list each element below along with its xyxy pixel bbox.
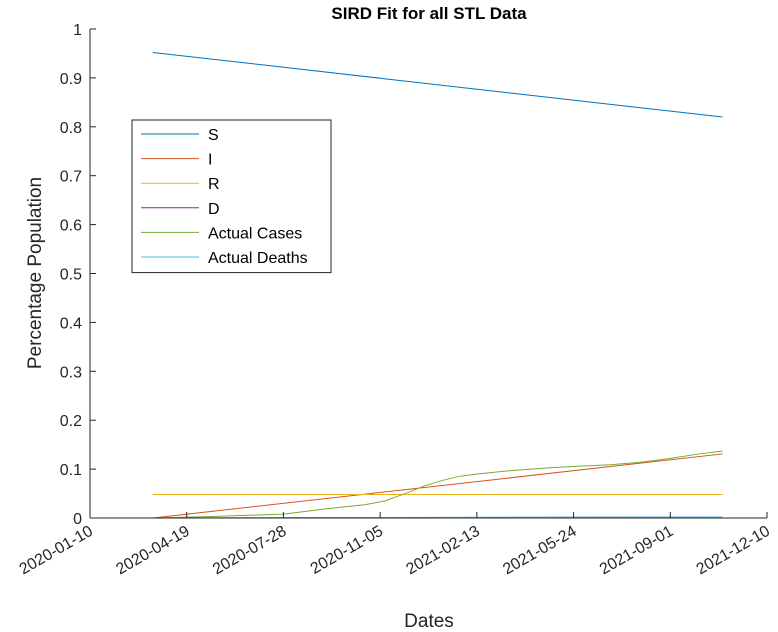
y-tick-label: 0.2	[60, 413, 82, 430]
series-line-i	[152, 453, 723, 519]
x-tick-label: 2021-09-01	[597, 523, 676, 579]
legend-label: R	[208, 176, 220, 193]
legend-label: S	[208, 127, 219, 144]
legend-box	[131, 119, 332, 274]
x-tick-label: 2020-11-05	[308, 523, 386, 578]
y-tick-label: 0.3	[60, 364, 82, 381]
x-tick-label: 2021-05-24	[500, 523, 579, 579]
x-tick-label: 2020-01-10	[17, 523, 96, 579]
y-tick-label: 0.5	[60, 267, 82, 284]
y-tick-label: 0	[73, 511, 82, 528]
y-tick-label: 0.1	[60, 462, 82, 479]
y-tick-label: 0.8	[60, 120, 82, 137]
x-axis-label: Dates	[404, 611, 454, 632]
legend-label: I	[208, 152, 212, 169]
x-tick-label: 2021-02-13	[403, 523, 482, 579]
y-axis-label: Percentage Population	[25, 177, 46, 369]
y-tick-label: 0.9	[60, 71, 82, 88]
y-tick-label: 0.7	[60, 169, 82, 186]
x-tick-label: 2020-07-28	[210, 523, 289, 579]
y-tick-label: 0.6	[60, 218, 82, 235]
chart-title: SIRD Fit for all STL Data	[331, 4, 527, 23]
plot-area	[90, 29, 767, 518]
legend-label: Actual Cases	[208, 225, 302, 242]
series-line-actual-cases	[152, 450, 723, 519]
legend: SIRD Actual Cases Actual Deaths	[131, 119, 332, 274]
y-tick-label: 0.4	[60, 315, 82, 332]
series-line-s	[152, 51, 723, 118]
y-tick-label: 1	[73, 22, 82, 39]
legend-label: Actual Deaths	[208, 250, 308, 267]
legend-label: D	[208, 201, 220, 218]
x-tick-label: 2020-04-19	[113, 523, 192, 579]
x-tick-label: 2021-12-10	[694, 523, 773, 579]
